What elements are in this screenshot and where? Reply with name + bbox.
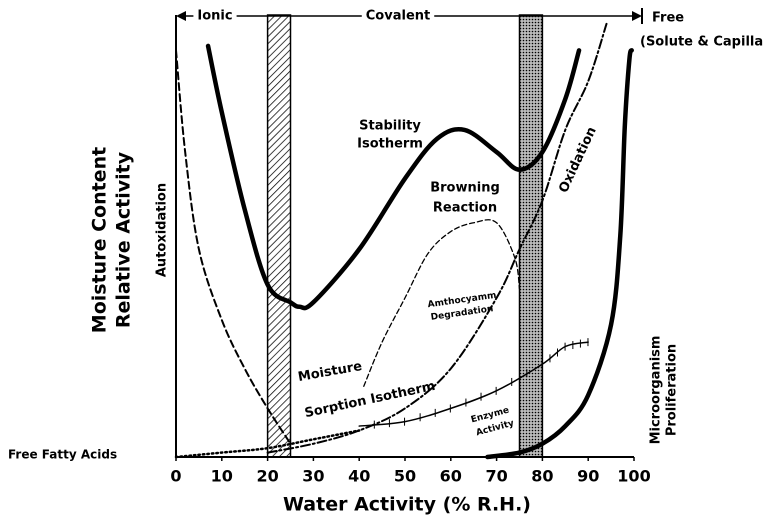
- x-tick-label: 50: [394, 467, 416, 486]
- annotation: Isotherm: [357, 137, 423, 152]
- y-axis-title: Moisture Content: [89, 147, 111, 333]
- label-bg: [193, 8, 237, 24]
- annotation: Microorganism: [649, 336, 664, 445]
- annotation: Stability: [359, 119, 421, 134]
- zone-label: Free: [652, 11, 684, 26]
- series-line: [363, 219, 521, 387]
- x-tick-label: 30: [302, 467, 324, 486]
- band: [266, 14, 292, 458]
- annotation: Autoxidation: [155, 183, 170, 277]
- series-line: [358, 341, 589, 427]
- label-bg: [361, 8, 435, 24]
- x-tick-label: 10: [211, 467, 233, 486]
- x-tick-label: 20: [256, 467, 278, 486]
- x-tick-label: 70: [485, 467, 507, 486]
- series-line: [174, 429, 361, 459]
- x-axis-title: Water Activity (% R.H.): [283, 494, 531, 516]
- series-line: [205, 43, 582, 311]
- annotation: Moisture: [297, 359, 364, 385]
- annotation: Browning: [430, 181, 500, 196]
- x-tick-label: 90: [577, 467, 599, 486]
- annotation: Free Fatty Acids: [8, 448, 117, 462]
- series-line: [485, 48, 634, 460]
- zone-label: (Solute & Capillary): [640, 35, 763, 50]
- annotation: Reaction: [433, 201, 497, 216]
- zone-label: Covalent: [366, 9, 430, 24]
- band: [518, 14, 544, 458]
- series-line: [266, 22, 608, 454]
- x-tick-label: 40: [348, 467, 370, 486]
- annotation: Proliferation: [665, 344, 680, 436]
- x-tick-label: 60: [440, 467, 462, 486]
- y-axis-title: Relative Activity: [113, 151, 135, 328]
- x-tick-label: 80: [531, 467, 553, 486]
- series-line: [175, 49, 292, 445]
- zone-label: Ionic: [197, 9, 232, 24]
- x-tick-label: 100: [617, 467, 650, 486]
- x-tick-label: 0: [170, 467, 181, 486]
